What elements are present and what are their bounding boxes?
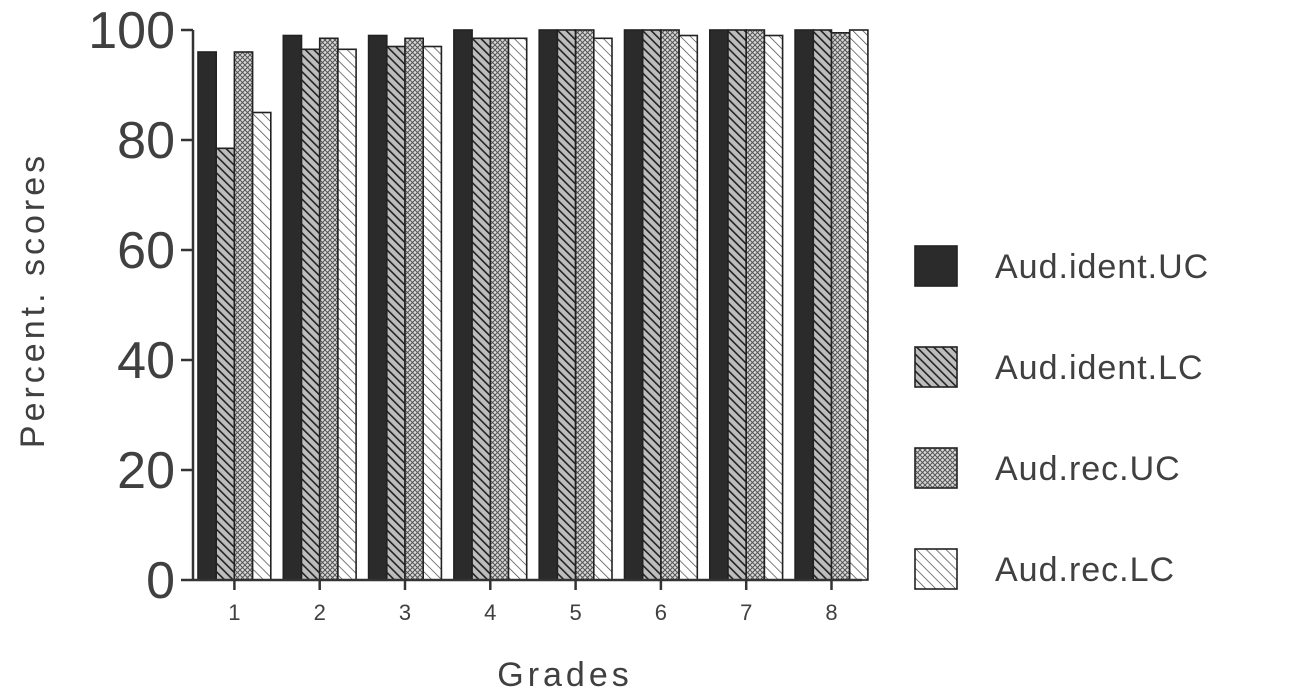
x-tick-label: 7	[740, 600, 752, 625]
bar-grade-2-series-1	[282, 34, 303, 581]
legend-swatch-2	[914, 346, 958, 388]
x-axis-title: Grades	[497, 656, 633, 694]
legend-label-4: Aud.rec.LC	[995, 551, 1175, 589]
bar-grade-3-series-3	[404, 37, 425, 581]
bar-grade-2-series-3	[318, 37, 339, 581]
bar-grade-5-series-4	[592, 37, 613, 581]
bar-grade-5-series-3	[574, 29, 595, 581]
y-tick-label: 0	[146, 552, 175, 610]
bar-grade-4-series-4	[507, 37, 528, 581]
bar-grade-7-series-1	[708, 29, 729, 581]
legend-label-2: Aud.ident.LC	[995, 349, 1204, 387]
y-tick-label: 40	[117, 332, 175, 390]
legend-label-3: Aud.rec.UC	[995, 450, 1181, 488]
bars-layer	[197, 29, 869, 581]
bar-grade-2-series-2	[300, 48, 321, 581]
y-tick-label: 60	[117, 222, 175, 280]
bar-grade-1-series-4	[251, 111, 272, 581]
bar-grade-6-series-4	[678, 34, 699, 581]
x-tick-label: 3	[399, 600, 411, 625]
bar-grade-3-series-2	[385, 45, 406, 581]
bar-grade-7-series-4	[763, 34, 784, 581]
x-tick-label: 1	[228, 600, 240, 625]
legend-swatch-4	[914, 548, 958, 590]
bar-grade-1-series-2	[215, 147, 236, 581]
bar-grade-5-series-1	[538, 29, 559, 581]
bar-grade-6-series-1	[623, 29, 644, 581]
bar-grade-8-series-2	[812, 29, 833, 581]
y-axis-title: Percent. scores	[14, 152, 52, 448]
bar-grade-4-series-3	[489, 37, 510, 581]
x-tick-label: 2	[314, 600, 326, 625]
bar-grade-6-series-2	[641, 29, 662, 581]
bar-grade-8-series-4	[848, 29, 869, 581]
axes-layer: 0 20 40 60 80 100 1 2 3 4 5 6 7 8	[88, 2, 862, 625]
x-tick-label: 4	[484, 600, 496, 625]
x-tick-label: 8	[825, 600, 837, 625]
bar-grade-3-series-4	[422, 45, 443, 581]
legend: Aud.ident.UC Aud.ident.LC Aud.rec.UC Aud.re…	[914, 245, 1209, 590]
bar-grade-1-series-3	[233, 51, 254, 581]
x-tick-label: 5	[569, 600, 581, 625]
bar-grade-4-series-1	[453, 29, 473, 581]
legend-label-1: Aud.ident.UC	[995, 248, 1209, 286]
bar-grade-4-series-2	[471, 37, 492, 581]
y-tick-label: 20	[117, 442, 175, 500]
bar-grade-2-series-4	[337, 48, 357, 581]
y-tick-label: 100	[88, 2, 175, 60]
bar-grade-3-series-1	[367, 34, 388, 581]
bar-grade-6-series-3	[660, 29, 680, 581]
legend-swatch-3	[914, 447, 958, 489]
bar-grade-5-series-2	[556, 29, 577, 581]
bar-grade-8-series-3	[830, 31, 851, 581]
bar-grade-7-series-2	[727, 29, 748, 581]
legend-swatch-1	[914, 245, 958, 287]
bar-grade-1-series-1	[197, 51, 218, 581]
y-tick-label: 80	[117, 112, 175, 170]
bar-grade-8-series-1	[794, 29, 815, 581]
x-tick-label: 6	[655, 600, 667, 625]
bar-grade-7-series-3	[745, 29, 766, 581]
